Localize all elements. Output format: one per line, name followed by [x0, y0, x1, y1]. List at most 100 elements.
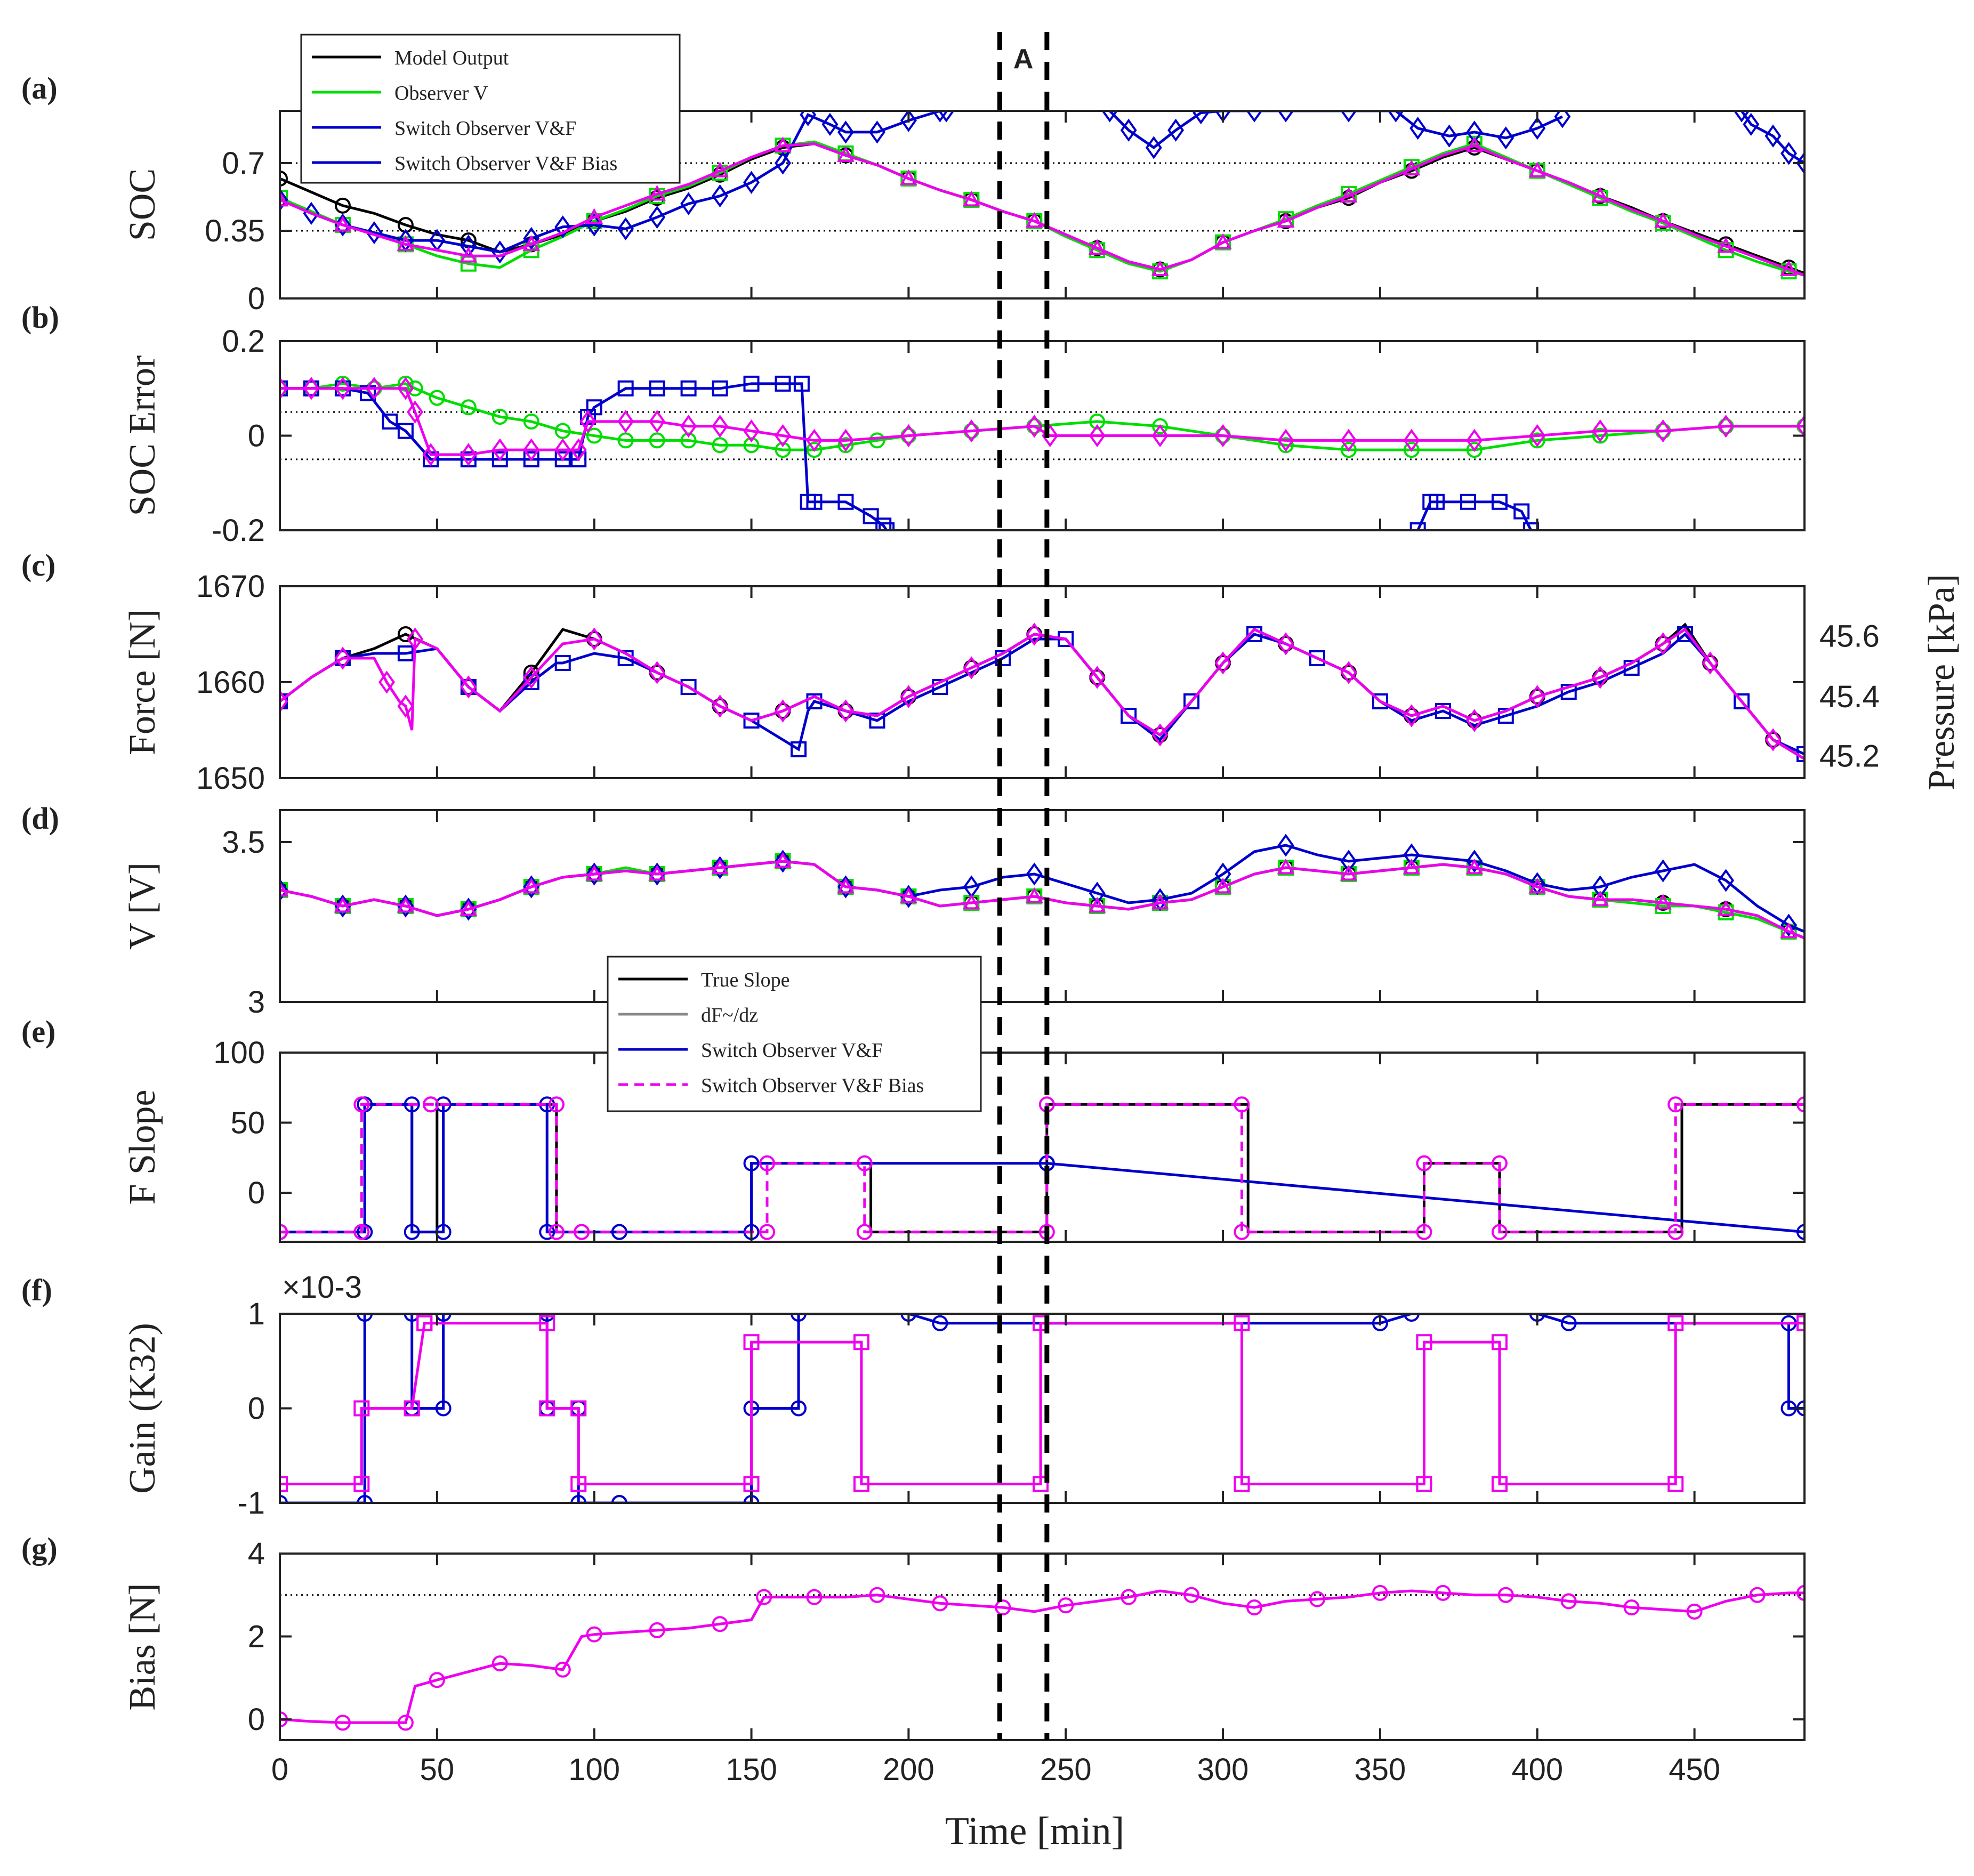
series-marker — [353, 1476, 370, 1492]
series-marker — [900, 685, 917, 708]
series-marker — [1089, 882, 1106, 905]
series-marker — [1718, 869, 1735, 892]
series-marker — [586, 427, 602, 444]
legend-panel-e: True Slope dF~/dz Switch Observer V&F Switc… — [607, 956, 982, 1112]
series-marker — [806, 494, 823, 510]
series-marker — [1492, 1476, 1508, 1492]
series-marker — [1560, 1593, 1577, 1610]
series-marker — [743, 1476, 760, 1492]
series-marker — [617, 217, 634, 241]
series-marker — [1749, 1587, 1766, 1603]
series-marker — [492, 409, 508, 425]
series-marker — [712, 856, 729, 879]
legend-label: dF~/dz — [701, 1004, 758, 1026]
series-marker — [492, 240, 509, 264]
series-marker — [806, 428, 823, 452]
series-marker — [1465, 858, 1484, 875]
series-marker — [1560, 1315, 1577, 1331]
series-marker — [1796, 1584, 1804, 1601]
y-right-axis-label: Pressure [kPa] — [1921, 574, 1962, 790]
series-marker — [1120, 118, 1137, 142]
series-marker — [492, 451, 508, 467]
series-marker — [334, 646, 351, 670]
series-marker — [1234, 1224, 1250, 1240]
series-line — [280, 860, 1804, 940]
series-marker — [1655, 419, 1672, 443]
series-marker — [648, 864, 666, 881]
series-marker — [837, 428, 854, 452]
x-tick-label: 100 — [568, 1752, 620, 1787]
series-marker — [790, 1314, 807, 1322]
series-marker — [1026, 862, 1043, 886]
series-marker — [1277, 632, 1294, 656]
y-tick-label: 0.35 — [205, 214, 265, 248]
y-tick-label: 50 — [230, 1105, 265, 1140]
legend-box — [300, 34, 681, 184]
panel-letter: (b) — [21, 300, 59, 335]
series-marker — [397, 377, 414, 400]
series-marker — [1409, 117, 1427, 140]
panel-c: (c) 1650 1660 1670 Force [N] 45.2 45.4 45.6 Pres… — [21, 548, 1962, 796]
series-marker — [397, 694, 414, 718]
plot-area — [280, 1584, 1804, 1731]
series-marker — [1592, 427, 1608, 444]
series-marker — [1403, 858, 1421, 875]
series-marker — [1151, 260, 1169, 276]
series-marker — [743, 1334, 760, 1351]
region-a-label: A — [1013, 44, 1034, 75]
series-marker — [280, 188, 288, 212]
series-marker — [1529, 117, 1546, 140]
series-marker — [1121, 1589, 1137, 1605]
series-marker — [1513, 503, 1530, 520]
y-axis-label: V [V] — [122, 862, 163, 950]
x-tick-label: 200 — [883, 1752, 934, 1787]
series-marker — [775, 424, 791, 448]
series-marker — [1277, 428, 1294, 452]
series-marker — [586, 627, 603, 651]
series-marker — [1492, 494, 1508, 510]
series-line — [280, 1314, 1804, 1503]
series-marker — [1340, 850, 1357, 873]
series-marker — [743, 375, 760, 392]
y-tick-label: -1 — [237, 1486, 265, 1521]
series-marker — [1497, 708, 1514, 724]
series-marker — [334, 1715, 351, 1731]
panel-f: (f) -1 0 1 Gain (K32) ×10-3 — [21, 1270, 1806, 1521]
series-marker — [1214, 424, 1231, 448]
series-marker — [1654, 212, 1672, 228]
series-marker — [1623, 1599, 1640, 1616]
series-marker — [460, 399, 477, 416]
series-marker — [1733, 111, 1750, 123]
series-marker — [416, 1315, 433, 1331]
series-marker — [1340, 442, 1357, 458]
series-marker — [1246, 1599, 1263, 1616]
series-marker — [407, 380, 423, 397]
series-marker — [1183, 1587, 1200, 1603]
y-tick-label: 0.2 — [222, 324, 265, 359]
series-marker — [1246, 626, 1263, 642]
series-marker — [539, 1315, 555, 1331]
legend-label: Switch Observer V&F — [701, 1039, 883, 1062]
series-marker — [1152, 418, 1169, 434]
y-tick-label: 0 — [248, 1702, 265, 1737]
series-marker — [1764, 728, 1782, 751]
panel-letter: (e) — [21, 1014, 55, 1049]
series-marker — [366, 377, 383, 400]
series-marker — [1718, 415, 1735, 438]
y-right-tick-label: 45.2 — [1819, 739, 1880, 774]
y-tick-label: 0 — [248, 1176, 265, 1210]
series-marker — [1780, 142, 1797, 165]
series-marker — [429, 1672, 445, 1688]
series-marker — [1340, 428, 1357, 452]
series-marker — [1058, 1597, 1074, 1614]
legend-label: Model Output — [394, 47, 509, 69]
series-marker — [435, 1400, 452, 1417]
series-marker — [1026, 622, 1043, 646]
series-marker — [680, 432, 697, 449]
y-right-tick-label: 45.4 — [1819, 680, 1880, 714]
series-marker — [1592, 419, 1609, 443]
series-marker — [1492, 1155, 1508, 1171]
y-tick-label: 4 — [248, 1537, 265, 1571]
series-marker — [774, 852, 792, 868]
series-marker — [523, 666, 540, 689]
